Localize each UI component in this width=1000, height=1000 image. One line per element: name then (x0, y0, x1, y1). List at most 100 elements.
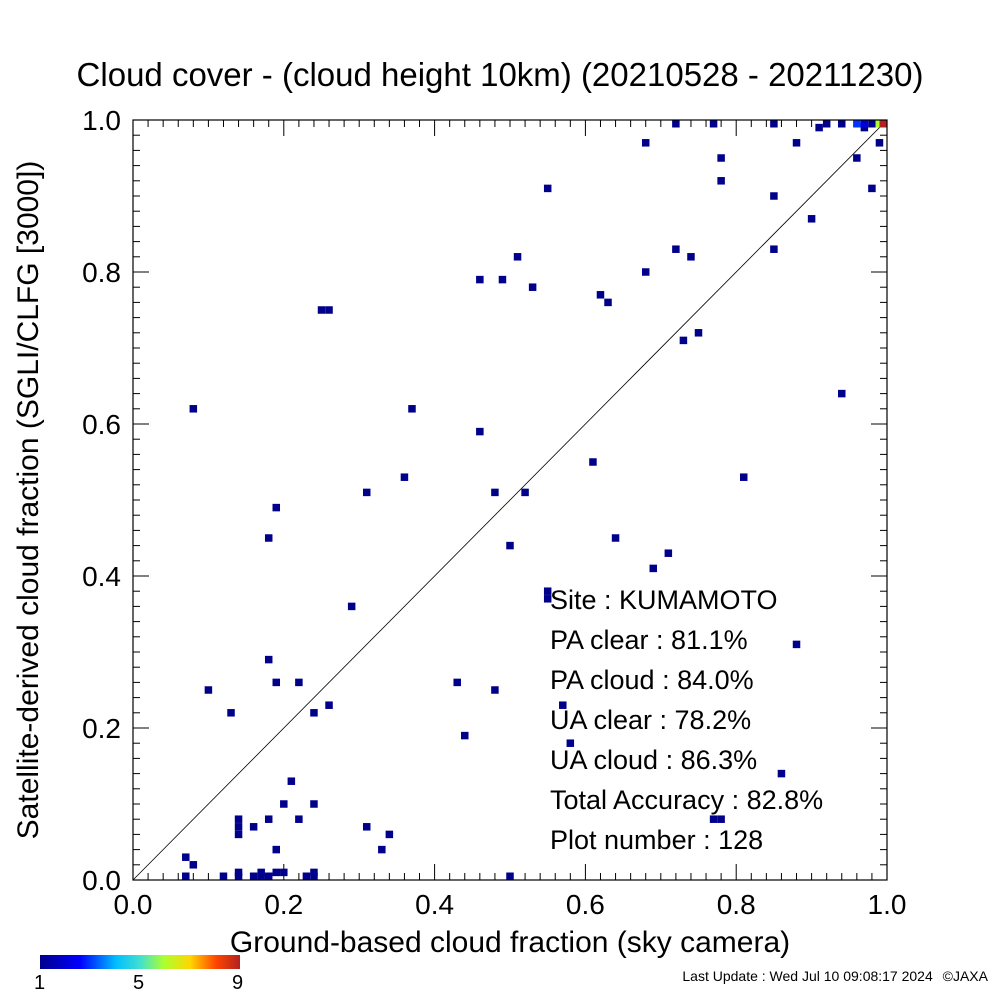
data-point (875, 120, 884, 128)
data-point (717, 815, 725, 823)
data-point (257, 872, 265, 880)
data-point (664, 549, 673, 557)
data-point (792, 139, 801, 147)
x-axis-label: Ground-based cloud fraction (sky camera) (230, 926, 790, 959)
x-tick-label: 0.2 (264, 889, 303, 920)
plot-number-label: Plot number : 128 (550, 825, 764, 855)
x-tick-label: 0.4 (415, 889, 454, 920)
data-point (838, 389, 846, 398)
data-points (182, 120, 887, 880)
data-point (694, 329, 703, 337)
data-point (717, 177, 725, 185)
y-tick-label: 0.2 (82, 713, 121, 744)
data-point (362, 823, 371, 831)
data-point (234, 830, 243, 839)
data-point (868, 120, 876, 128)
data-point (879, 120, 887, 128)
data-point (822, 120, 831, 128)
total-accuracy-label: Total Accuracy : 82.8% (550, 785, 824, 815)
data-point (257, 868, 265, 877)
data-point (302, 872, 311, 880)
y-tick-label: 1.0 (82, 105, 121, 136)
data-point (249, 823, 258, 831)
chart-title: Cloud cover - (cloud height 10km) (20210… (76, 56, 924, 93)
data-point (249, 872, 258, 880)
data-point (491, 686, 499, 694)
x-tick-label: 0.8 (717, 889, 756, 920)
data-point (604, 298, 612, 307)
data-point (543, 595, 552, 603)
data-point (476, 427, 484, 436)
colorbar (40, 955, 240, 969)
data-point (709, 120, 718, 128)
data-point (476, 275, 484, 284)
data-point (272, 845, 281, 854)
pa-cloud-label: PA cloud : 84.0% (550, 665, 754, 695)
data-point (679, 336, 688, 345)
data-point (362, 488, 371, 497)
x-tick-label: 0.6 (566, 889, 605, 920)
data-point (295, 815, 303, 823)
data-point (189, 405, 198, 413)
y-tick-label: 0.6 (82, 409, 121, 440)
data-point (860, 123, 869, 132)
data-point (295, 678, 303, 687)
data-point (317, 306, 326, 314)
data-point (491, 488, 499, 497)
data-point (506, 541, 514, 550)
data-point (310, 868, 318, 877)
data-point (264, 815, 273, 823)
copyright-text: ©JAXA (942, 968, 988, 984)
data-point (325, 306, 333, 314)
data-point (234, 872, 243, 880)
data-point (378, 845, 386, 854)
data-point (310, 872, 318, 880)
data-point (204, 686, 213, 694)
data-point (234, 868, 243, 877)
data-point (543, 184, 552, 193)
data-point (860, 120, 869, 128)
data-point (400, 473, 409, 481)
plot-frame (132, 119, 888, 881)
x-tick-label: 0.0 (114, 889, 153, 920)
data-point (264, 655, 273, 664)
data-point (227, 709, 235, 717)
tick-labels: 0.0 0.2 0.4 0.6 0.8 1.0 0.0 0.2 0.4 0.6 0.8 1.0 (82, 105, 906, 920)
data-point (287, 777, 296, 785)
data-point (264, 872, 273, 880)
data-point (521, 488, 529, 497)
data-point (189, 861, 198, 869)
data-point (739, 473, 748, 481)
data-point (453, 678, 461, 687)
data-point (234, 815, 243, 823)
data-point (770, 120, 778, 128)
data-point (611, 534, 620, 542)
data-point (182, 853, 190, 861)
data-point (838, 120, 846, 128)
data-point (310, 800, 318, 808)
data-point (280, 868, 288, 877)
colorbar-mid-label: 5 (133, 972, 145, 994)
site-label: Site : KUMAMOTO (550, 585, 778, 615)
data-point (272, 678, 281, 687)
data-point (219, 872, 228, 880)
data-point (385, 830, 394, 839)
data-point (498, 275, 507, 284)
one-to-one-line (132, 119, 888, 881)
data-point (709, 815, 718, 823)
data-point (310, 709, 318, 717)
data-point (815, 123, 823, 132)
footer: Last Update : Wed Jul 10 09:08:17 2024 ©… (676, 968, 988, 984)
data-point (853, 120, 861, 128)
data-point (506, 872, 514, 880)
data-point (513, 253, 522, 261)
data-point (543, 587, 552, 595)
data-point (641, 268, 650, 276)
data-point (559, 701, 567, 709)
x-tick-label: 1.0 (868, 889, 907, 920)
data-point (853, 154, 861, 162)
pa-clear-label: PA clear : 81.1% (550, 625, 748, 655)
data-point (672, 245, 680, 253)
y-tick-label: 0.4 (82, 561, 121, 592)
